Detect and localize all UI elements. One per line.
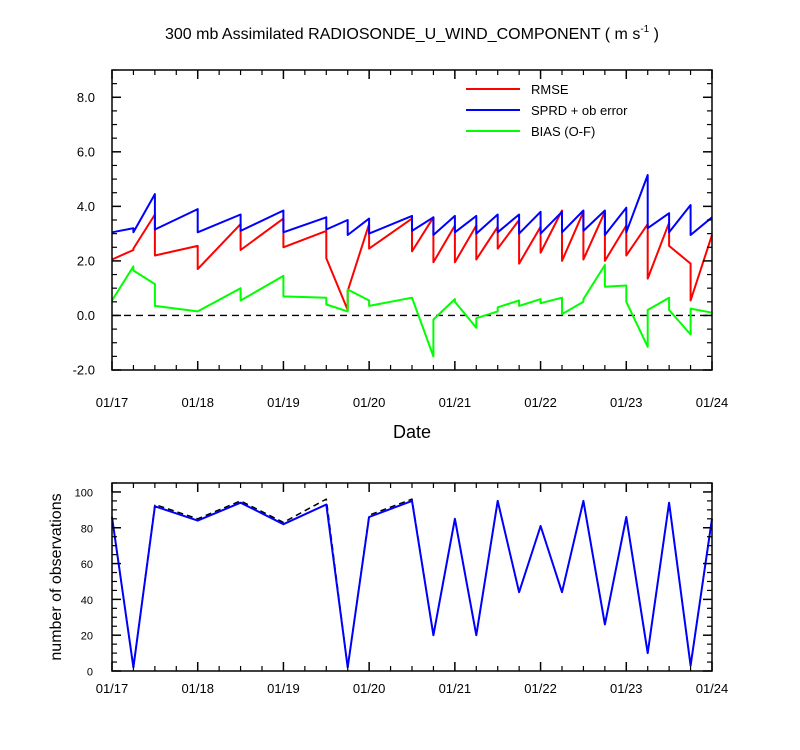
y-tick-label: -2.0 <box>73 363 95 378</box>
y-tick-label: 60 <box>81 559 93 571</box>
y-tick-label: 20 <box>81 631 93 643</box>
legend-label-bias-o-f: BIAS (O-F) <box>531 124 595 139</box>
y-tick-label: 40 <box>81 595 93 607</box>
top-series-group <box>111 174 713 358</box>
bottom-panel: 01/17 01/18 01/19 01/20 01/21 01/22 01/23 01/24… <box>48 482 729 696</box>
y-tick-label: 2.0 <box>77 253 95 268</box>
x-tick-label: 01/21 <box>439 681 472 696</box>
y-tick-label: 8.0 <box>77 90 95 105</box>
y-tick-label: 0.0 <box>77 308 95 323</box>
x-tick-label: 01/19 <box>267 681 300 696</box>
x-tick-label: 01/19 <box>267 395 300 410</box>
chart-title: 300 mb Assimilated RADIOSONDE_U_WIND_COM… <box>165 24 659 43</box>
y-tick-label: 100 <box>75 487 93 499</box>
series-line-sprd-ob-error <box>111 174 713 236</box>
top-panel: 01/17 01/18 01/19 01/20 01/21 01/22 01/23 01/24… <box>73 69 729 442</box>
x-tick-label: 01/23 <box>610 395 643 410</box>
series-line-rmse <box>111 209 713 311</box>
x-axis-label: Date <box>393 422 431 442</box>
bottom-series-group <box>111 498 713 669</box>
legend-label-rmse: RMSE <box>531 82 569 97</box>
x-tick-label: 01/23 <box>610 681 643 696</box>
x-tick-label: 01/20 <box>353 681 386 696</box>
y-tick-label: 4.0 <box>77 199 95 214</box>
series-line-used <box>111 499 713 669</box>
x-tick-label: 01/17 <box>96 681 129 696</box>
title-main: 300 mb Assimilated RADIOSONDE_U_WIND_COM… <box>165 26 640 43</box>
x-tick-label: 01/18 <box>181 681 214 696</box>
legend: RMSE SPRD + ob error BIAS (O-F) <box>466 82 628 139</box>
x-tick-label: 01/18 <box>181 395 214 410</box>
legend-label-sprd-ob-error: SPRD + ob error <box>531 103 628 118</box>
x-tick-label: 01/20 <box>353 395 386 410</box>
x-tick-label: 01/22 <box>524 681 557 696</box>
y-tick-label: 6.0 <box>77 144 95 159</box>
bottom-axis-ticks: 01/17 01/18 01/19 01/20 01/21 01/22 01/23 01/24… <box>75 482 729 696</box>
y-tick-label: 0 <box>87 667 93 679</box>
series-line-total <box>111 498 713 669</box>
x-tick-label: 01/21 <box>439 395 472 410</box>
top-plot-frame <box>111 69 713 371</box>
x-tick-label: 01/24 <box>696 681 729 696</box>
top-axis-ticks: 01/17 01/18 01/19 01/20 01/21 01/22 01/23 01/24… <box>73 69 729 410</box>
y-axis-label-observations: number of observations <box>48 493 65 660</box>
bottom-plot-frame <box>111 482 713 672</box>
title-superscript: -1 <box>640 24 649 35</box>
series-line-bias-o-f <box>111 264 713 358</box>
y-tick-label: 80 <box>81 523 93 535</box>
title-end: ) <box>649 26 659 43</box>
x-tick-label: 01/22 <box>524 395 557 410</box>
x-tick-label: 01/17 <box>96 395 129 410</box>
x-tick-label: 01/24 <box>696 395 729 410</box>
